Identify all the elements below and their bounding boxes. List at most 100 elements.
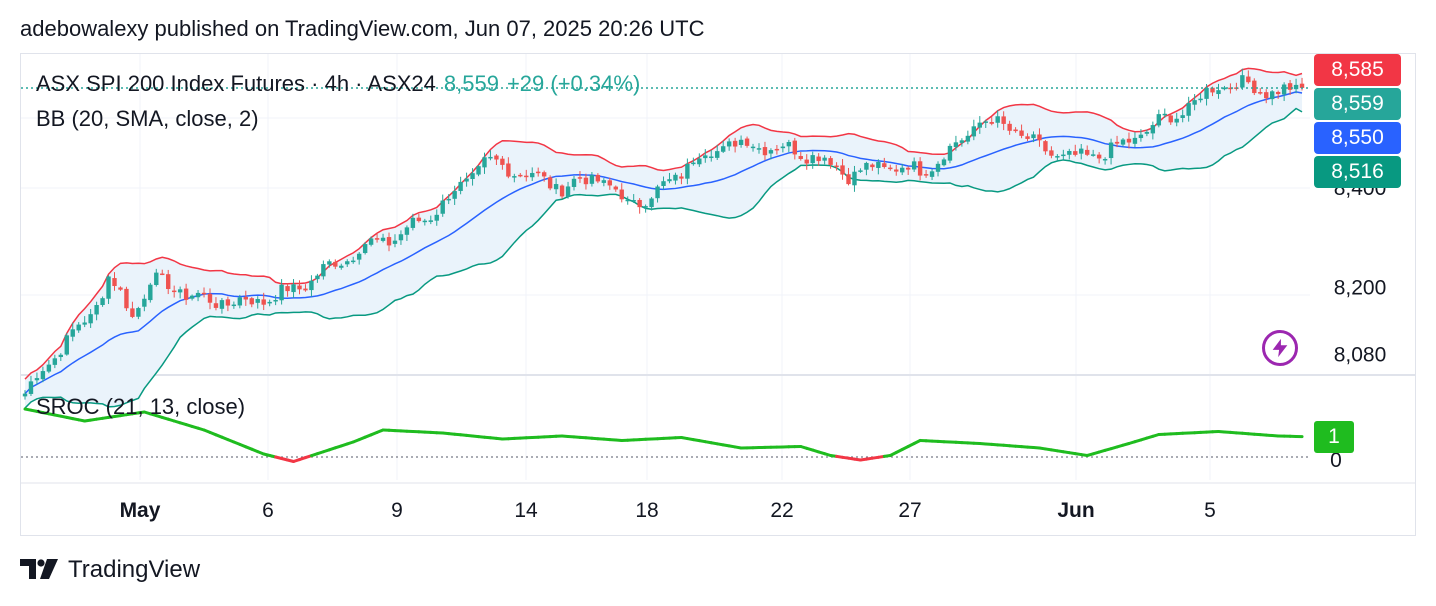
candle-body — [506, 163, 510, 176]
candle-body — [745, 139, 749, 146]
candle-body — [715, 151, 719, 158]
candle-body — [303, 289, 307, 291]
candle-body — [1216, 90, 1220, 94]
candle-body — [387, 237, 391, 245]
price-change: +29 (+0.34%) — [506, 71, 641, 96]
candle-body — [41, 371, 45, 379]
candle-body — [1031, 134, 1035, 138]
candle-body — [238, 297, 242, 305]
candle-body — [584, 178, 588, 185]
symbol-legend: ASX SPI 200 Index Futures · 4h · ASX24 8,… — [36, 71, 640, 97]
candle-body — [184, 289, 188, 300]
symbol-title[interactable]: ASX SPI 200 Index Futures · 4h · ASX24 — [36, 71, 436, 96]
candle-body — [799, 156, 803, 159]
candle-body — [822, 158, 826, 161]
candle-body — [1145, 132, 1149, 134]
candle-body — [1186, 103, 1190, 116]
candle-body — [769, 150, 773, 153]
candle-body — [77, 325, 81, 331]
candle-body — [691, 163, 695, 165]
candle-body — [488, 157, 492, 159]
candle-body — [542, 172, 546, 176]
candle-body — [470, 173, 474, 179]
candle-body — [667, 179, 671, 181]
candle-body — [572, 179, 576, 187]
candle-body — [345, 261, 349, 264]
candle-body — [942, 159, 946, 165]
candle-body — [411, 218, 415, 228]
candle-body — [990, 122, 994, 124]
candle-body — [906, 168, 910, 170]
candle-body — [596, 175, 600, 181]
candle-body — [978, 123, 982, 128]
candle-body — [452, 191, 456, 199]
candle-body — [1025, 136, 1029, 139]
candle-body — [124, 289, 128, 308]
candle-body — [930, 171, 934, 177]
x-tick-label: 14 — [514, 499, 538, 522]
candle-body — [393, 241, 397, 244]
candle-body — [494, 156, 498, 160]
candle-body — [220, 300, 224, 309]
bb-legend[interactable]: BB (20, SMA, close, 2) — [36, 106, 259, 131]
candle-body — [631, 200, 635, 202]
candle-body — [846, 174, 850, 184]
candle-body — [685, 164, 689, 179]
candle-body — [781, 147, 785, 149]
footer: TradingView — [20, 556, 200, 584]
candle-body — [1276, 92, 1280, 94]
candle-body — [954, 142, 958, 147]
candle-body — [339, 266, 343, 268]
candle-body — [1085, 150, 1089, 155]
candle-body — [661, 181, 665, 186]
candle-body — [1073, 151, 1077, 155]
candle-body — [136, 308, 140, 317]
candle-body — [1282, 85, 1286, 95]
candle-body — [936, 164, 940, 172]
candle-body — [100, 298, 104, 305]
candle-body — [697, 159, 701, 165]
candle-body — [578, 177, 582, 179]
lightning-icon[interactable] — [1262, 330, 1298, 366]
candle-body — [1079, 149, 1083, 154]
candle-body — [148, 285, 152, 300]
candle-body — [244, 297, 248, 300]
candle-body — [1264, 92, 1268, 98]
x-tick-label: Jun — [1057, 499, 1094, 522]
candle-body — [834, 166, 838, 168]
candle-body — [429, 220, 433, 222]
candle-body — [82, 322, 86, 324]
candle-body — [464, 179, 468, 182]
candle-body — [65, 335, 69, 354]
candle-body — [637, 200, 641, 207]
last-price-value: 8,559 — [443, 71, 499, 96]
y-tick-label: 8,080 — [1334, 344, 1387, 367]
candle-body — [912, 161, 916, 169]
candle-body — [160, 274, 164, 276]
sroc-legend[interactable]: SROC (21, 13, close) — [36, 394, 246, 419]
x-tick-label: 22 — [770, 499, 793, 522]
tradingview-logo-icon — [20, 559, 58, 579]
candle-body — [417, 218, 421, 221]
x-tick-label: 18 — [635, 499, 658, 522]
candle-body — [29, 381, 33, 394]
candle-body — [1127, 139, 1131, 143]
candle-body — [512, 176, 516, 178]
footer-brand[interactable]: TradingView — [68, 556, 201, 583]
candle-body — [1091, 154, 1095, 156]
candle-body — [882, 163, 886, 167]
candle-body — [1151, 125, 1155, 133]
candle-body — [828, 158, 832, 165]
x-tick-label: 27 — [898, 499, 921, 522]
candle-body — [309, 281, 313, 290]
candle-body — [214, 303, 218, 308]
candle-body — [763, 147, 767, 155]
candle-body — [285, 286, 289, 291]
candle-body — [94, 305, 98, 314]
candle-body — [178, 289, 182, 292]
candle-body — [733, 141, 737, 147]
candle-body — [1049, 150, 1053, 155]
candle-body — [876, 162, 880, 168]
candle-body — [1067, 151, 1071, 155]
